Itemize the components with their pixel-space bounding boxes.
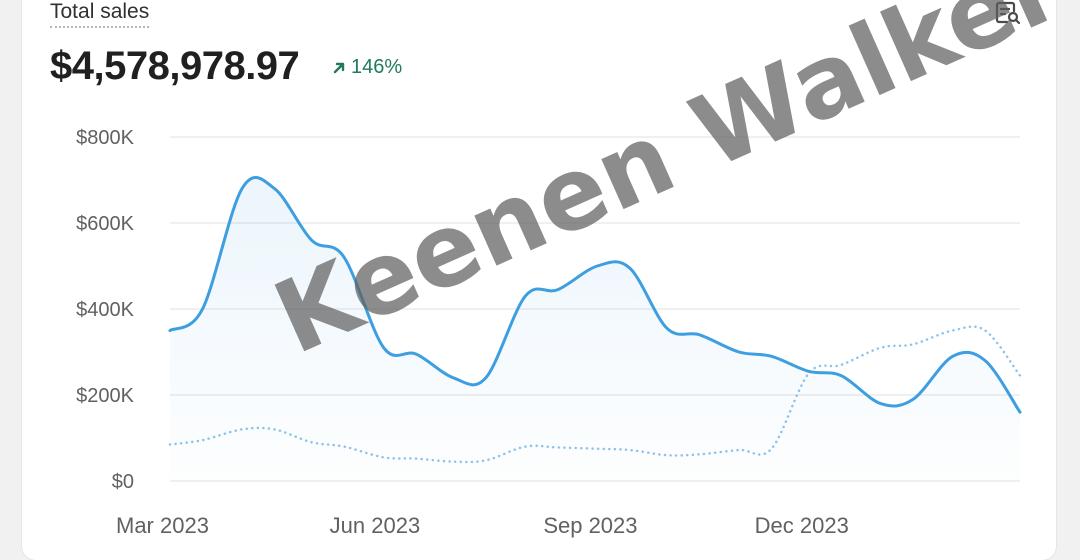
x-tick-label: Mar 2023 xyxy=(116,513,209,538)
x-tick-label: Sep 2023 xyxy=(543,513,637,538)
change-indicator: 146% xyxy=(332,56,402,79)
report-search-icon-glyph xyxy=(995,1,1021,25)
y-tick-label: $400K xyxy=(76,299,134,321)
y-tick-label: $200K xyxy=(76,385,134,407)
y-tick-label: $0 xyxy=(112,471,134,493)
x-tick-label: Dec 2023 xyxy=(755,513,849,538)
arrow-up-right-icon xyxy=(333,62,345,73)
y-tick-label: $800K xyxy=(76,127,134,149)
x-tick-label: Jun 2023 xyxy=(330,513,421,538)
sales-line-chart: $0 $200K $400K $600K $800K Mar 2023 Jun 2023 Se… xyxy=(76,127,1022,538)
primary-series-line xyxy=(168,176,1022,414)
total-sales-value: $4,578,978.97 xyxy=(50,44,300,88)
series-area xyxy=(170,177,1020,481)
report-search-icon[interactable] xyxy=(992,0,1024,26)
change-percent: 146% xyxy=(351,56,403,78)
y-tick-label: $600K xyxy=(76,213,134,235)
metric-title[interactable]: Total sales xyxy=(50,0,150,28)
